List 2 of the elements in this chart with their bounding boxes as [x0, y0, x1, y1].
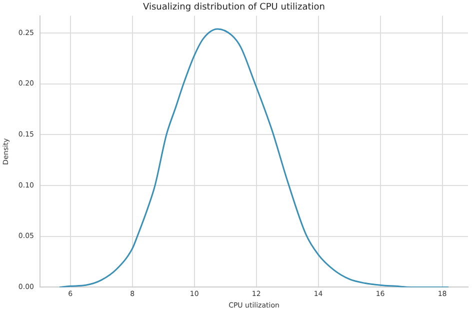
chart-title: Visualizing distribution of CPU utilization [143, 2, 325, 13]
line-series [58, 28, 450, 288]
